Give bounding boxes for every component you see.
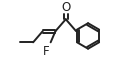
Text: O: O [61, 1, 70, 14]
Text: F: F [43, 45, 49, 58]
